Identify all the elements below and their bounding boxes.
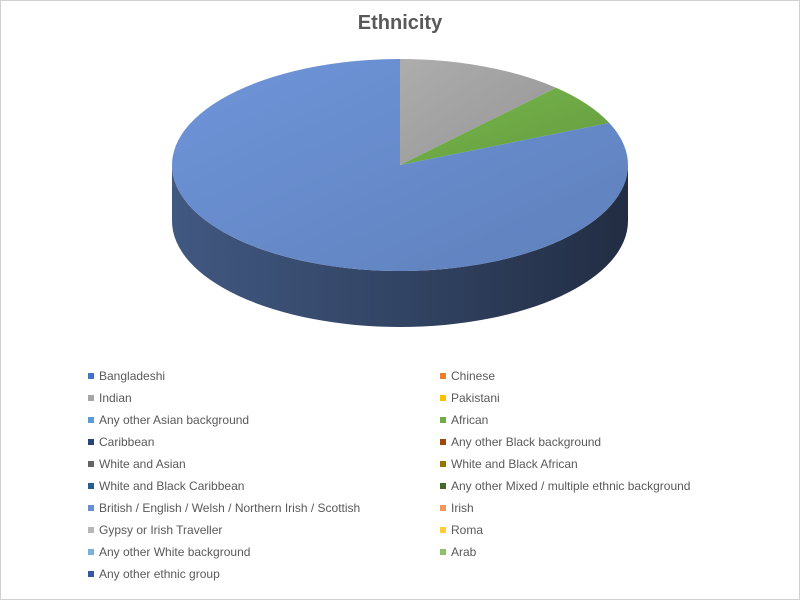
legend-label: Any other ethnic group <box>99 567 220 581</box>
legend-label: Roma <box>451 523 484 537</box>
legend-swatch <box>88 439 94 445</box>
legend-item-white-and-asian: White and Asian <box>88 456 186 472</box>
legend-item-white-and-black-caribbean: White and Black Caribbean <box>88 478 244 494</box>
legend-swatch <box>440 373 446 379</box>
legend-label: White and Asian <box>99 457 186 471</box>
legend-swatch <box>88 549 94 555</box>
legend-item-roma: Roma <box>440 522 483 538</box>
legend-label: British / English / Welsh / Northern Iri… <box>99 501 361 515</box>
legend-swatch <box>440 483 446 489</box>
pie-slice-african <box>400 87 610 165</box>
pie-side-walls <box>172 165 628 327</box>
legend-label: African <box>451 413 489 427</box>
legend-swatch <box>440 461 446 467</box>
legend-swatch <box>440 417 446 423</box>
pie-slice-indian <box>400 59 557 165</box>
legend-item-african: African <box>440 412 488 428</box>
pie-slice-british-english-welsh-northern-irish-scottish <box>171 59 628 271</box>
legend-label: Irish <box>451 501 474 515</box>
legend-item-chinese: Chinese <box>440 368 495 384</box>
legend-swatch <box>440 527 446 533</box>
legend-item-any-other-asian-background: Any other Asian background <box>88 412 249 428</box>
legend-label: Arab <box>451 545 477 559</box>
chart-title: Ethnicity <box>357 12 443 34</box>
legend-swatch <box>88 373 94 379</box>
legend-swatch <box>88 527 94 533</box>
legend-swatch <box>440 549 446 555</box>
legend-item-arab: Arab <box>440 544 476 560</box>
legend-item-indian: Indian <box>88 390 132 406</box>
pie-top <box>171 59 628 271</box>
legend-item-any-other-white-background: Any other White background <box>88 544 250 560</box>
pie-side-british-english-welsh-northern-irish-scottish <box>172 165 628 327</box>
legend-swatch <box>88 395 94 401</box>
legend-label: Indian <box>99 391 132 405</box>
legend-label: Any other Mixed / multiple ethnic backgr… <box>451 479 691 493</box>
legend-swatch <box>440 439 446 445</box>
legend-label: Chinese <box>451 369 496 383</box>
pie-chart <box>171 59 628 327</box>
legend-swatch <box>88 461 94 467</box>
legend-swatch <box>440 505 446 511</box>
legend-swatch <box>88 483 94 489</box>
legend-label: White and Black Caribbean <box>99 479 245 493</box>
legend-item-gypsy-or-irish-traveller: Gypsy or Irish Traveller <box>88 522 222 538</box>
legend-item-white-and-black-african: White and Black African <box>440 456 578 472</box>
legend-item-bangladeshi: Bangladeshi <box>88 368 165 384</box>
legend-label: Bangladeshi <box>99 369 166 383</box>
legend-label: Any other Asian background <box>99 413 250 427</box>
legend-item-pakistani: Pakistani <box>440 390 500 406</box>
legend-item-any-other-mixed-multiple-ethnic-background: Any other Mixed / multiple ethnic backgr… <box>440 478 690 494</box>
legend-label: Any other White background <box>99 545 251 559</box>
legend-label: Any other Black background <box>451 435 602 449</box>
legend-item-caribbean: Caribbean <box>88 434 154 450</box>
legend-label: Caribbean <box>99 435 155 449</box>
legend-item-any-other-ethnic-group: Any other ethnic group <box>88 566 220 582</box>
legend-label: Gypsy or Irish Traveller <box>99 523 223 537</box>
legend-swatch <box>88 571 94 577</box>
legend: Bangladeshi Chinese Indian Pakistani Any oth… <box>88 368 788 590</box>
legend-item-british-english-welsh-northern-irish-scottish: British / English / Welsh / Northern Iri… <box>88 500 360 516</box>
legend-swatch <box>440 395 446 401</box>
legend-label: White and Black African <box>451 457 578 471</box>
legend-swatch <box>88 417 94 423</box>
legend-swatch <box>88 505 94 511</box>
legend-item-any-other-black-background: Any other Black background <box>440 434 601 450</box>
legend-item-irish: Irish <box>440 500 474 516</box>
legend-label: Pakistani <box>451 391 500 405</box>
